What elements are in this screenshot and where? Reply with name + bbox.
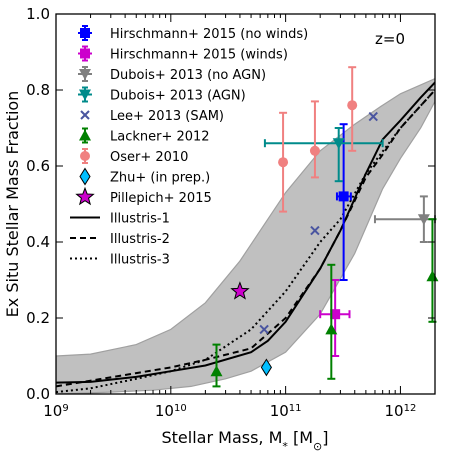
data-points bbox=[210, 66, 439, 388]
y-axis-label: Ex Situ Stellar Mass Fraction bbox=[3, 91, 22, 318]
point-lee-2013-sam-2 bbox=[310, 225, 320, 236]
legend-marker bbox=[80, 151, 90, 161]
legend-entry: Illustris-1 bbox=[70, 212, 170, 227]
legend-label: Hirschmann+ 2015 (winds) bbox=[110, 48, 288, 63]
legend-marker bbox=[79, 69, 91, 80]
point-lackner-2012-2 bbox=[325, 263, 338, 380]
legend-marker bbox=[75, 186, 95, 206]
point-dubois-2013-agn-1 bbox=[263, 127, 384, 183]
tick-labels: 0.0 0.2 0.4 0.6 0.8 1.0 109 1010 1011 1012 bbox=[26, 5, 416, 420]
marker-lackner-2012 bbox=[210, 365, 223, 377]
legend-marker bbox=[80, 48, 90, 59]
legend-label: Dubois+ 2013 (no AGN) bbox=[110, 68, 266, 83]
x-tick-label: 109 bbox=[43, 402, 68, 420]
marker-dubois-2013-no-agn bbox=[417, 214, 430, 226]
redshift-annotation: z=0 bbox=[375, 30, 405, 48]
x-axis-label: Stellar Mass, M* [M⊙] bbox=[162, 428, 329, 453]
legend-entry: Hirschmann+ 2015 (winds) bbox=[78, 45, 288, 63]
legend-marker bbox=[80, 110, 90, 120]
legend-label: Zhu+ (in prep.) bbox=[110, 171, 210, 186]
legend-entry: Lee+ 2013 (SAM) bbox=[80, 109, 224, 124]
legend: Hirschmann+ 2015 (no winds) Hirschmann+ 2… bbox=[70, 25, 308, 268]
line-illustris-1 bbox=[56, 81, 435, 384]
legend-label: Dubois+ 2013 (AGN) bbox=[110, 89, 246, 104]
marker-zhu-in-prep bbox=[260, 358, 272, 377]
point-lackner-2012-1 bbox=[210, 343, 223, 388]
marker-lee-2013-sam bbox=[310, 225, 320, 236]
legend-marker bbox=[79, 89, 91, 101]
line-illustris-2 bbox=[56, 89, 435, 388]
legend-entry: Oser+ 2010 bbox=[80, 148, 188, 165]
legend-label: Illustris-3 bbox=[110, 253, 170, 268]
legend-label: Illustris-1 bbox=[110, 212, 170, 227]
marker-hirschmann-2015-no-winds bbox=[338, 191, 349, 202]
marker-lackner-2012 bbox=[325, 323, 338, 335]
y-tick-label: 0.0 bbox=[26, 385, 50, 403]
y-tick-label: 0.8 bbox=[26, 81, 50, 99]
legend-marker bbox=[80, 28, 90, 38]
point-zhu-in-prep-1 bbox=[260, 358, 272, 377]
legend-marker bbox=[79, 129, 91, 141]
legend-label: Lee+ 2013 (SAM) bbox=[110, 109, 224, 124]
x-tick-label: 1010 bbox=[155, 402, 187, 420]
legend-entry: Dubois+ 2013 (AGN) bbox=[78, 86, 246, 104]
line-illustris-3 bbox=[56, 89, 435, 394]
legend-label: Illustris-2 bbox=[110, 232, 170, 247]
legend-label: Hirschmann+ 2015 (no winds) bbox=[110, 27, 308, 42]
legend-entry: Zhu+ (in prep.) bbox=[79, 167, 210, 186]
marker-oser-2010 bbox=[309, 145, 320, 156]
marker-lee-2013-sam bbox=[259, 324, 269, 335]
marker-pillepich-2015 bbox=[230, 281, 250, 300]
marker-oser-2010 bbox=[278, 157, 289, 168]
y-tick-label: 0.4 bbox=[26, 233, 50, 251]
point-oser-2010-3 bbox=[347, 66, 358, 152]
legend-entry: Hirschmann+ 2015 (no winds) bbox=[78, 25, 308, 42]
legend-entry: Illustris-2 bbox=[70, 232, 170, 247]
marker-dubois-2013-agn bbox=[332, 138, 345, 150]
x-tick-label: 1011 bbox=[270, 402, 302, 420]
point-hirschmann-2015-winds-1 bbox=[319, 279, 351, 357]
legend-label: Oser+ 2010 bbox=[110, 150, 188, 165]
shaded-band bbox=[56, 77, 435, 394]
legend-entry: Lackner+ 2012 bbox=[79, 127, 210, 145]
point-oser-2010-2 bbox=[309, 100, 320, 179]
y-tick-label: 0.6 bbox=[26, 157, 50, 175]
marker-lee-2013-sam bbox=[368, 111, 378, 122]
illustris-lines bbox=[56, 81, 435, 394]
point-oser-2010-1 bbox=[278, 111, 289, 213]
y-tick-label: 0.2 bbox=[26, 309, 50, 327]
point-lee-2013-sam-3 bbox=[368, 111, 378, 122]
axes bbox=[55, 13, 436, 395]
legend-entry: Dubois+ 2013 (no AGN) bbox=[78, 66, 266, 83]
legend-label: Pillepich+ 2015 bbox=[110, 191, 212, 206]
legend-entry: Illustris-3 bbox=[70, 253, 170, 268]
y-tick-label: 1.0 bbox=[26, 5, 50, 23]
legend-marker bbox=[79, 167, 91, 186]
marker-oser-2010 bbox=[347, 100, 358, 111]
legend-label: Lackner+ 2012 bbox=[110, 130, 210, 145]
plot-frame bbox=[55, 13, 436, 395]
point-lee-2013-sam-1 bbox=[259, 324, 269, 335]
legend-entry: Pillepich+ 2015 bbox=[75, 186, 212, 206]
x-tick-label: 1012 bbox=[385, 402, 417, 420]
point-pillepich-2015-1 bbox=[230, 281, 250, 300]
point-hirschmann-2015-no-winds-1 bbox=[335, 123, 352, 281]
mass-fraction-band bbox=[56, 77, 435, 394]
marker-hirschmann-2015-winds bbox=[330, 309, 341, 320]
